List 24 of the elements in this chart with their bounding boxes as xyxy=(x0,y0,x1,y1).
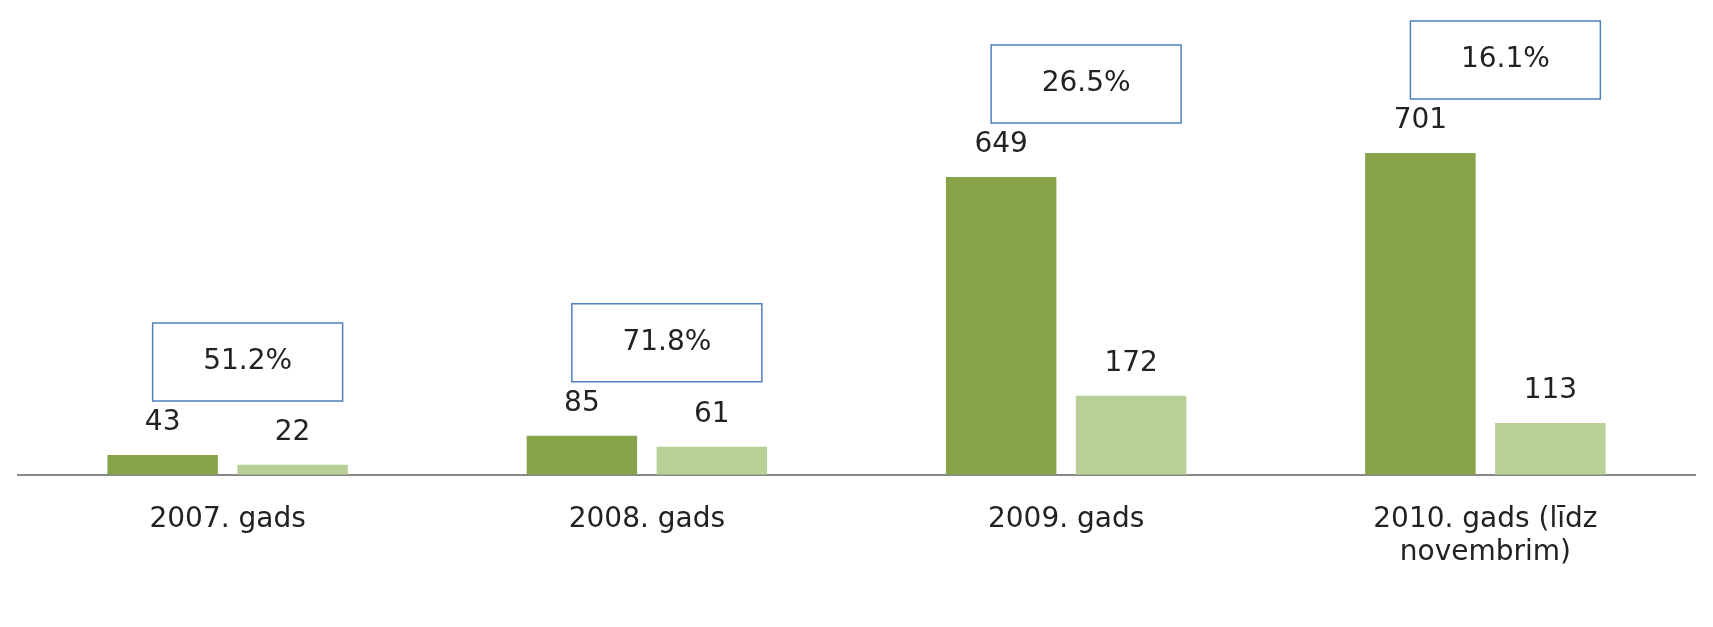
data-label: 701 xyxy=(1393,102,1448,136)
bar xyxy=(656,446,768,475)
data-label: 113 xyxy=(1523,372,1578,406)
data-label: 649 xyxy=(974,126,1028,160)
bar xyxy=(945,176,1057,475)
data-label: 43 xyxy=(144,404,181,438)
text: 16.1% xyxy=(1460,41,1550,75)
bar xyxy=(107,455,218,475)
data-label: 61 xyxy=(694,396,730,430)
bar xyxy=(237,464,348,475)
bar xyxy=(526,435,638,475)
text: 26.5% xyxy=(1041,65,1131,99)
data-label: 172 xyxy=(1104,345,1158,379)
bar xyxy=(1075,395,1187,475)
x-tick-label: 2010. gads (līdz novembrim) xyxy=(1373,500,1598,568)
x-tick-label: 2008. gads xyxy=(568,500,726,534)
bar xyxy=(1365,153,1476,475)
annotation: 51.2% xyxy=(203,343,293,377)
data-label: 22 xyxy=(274,413,311,447)
x-tick-label: 2009. gads xyxy=(987,500,1145,534)
x-tick-label: 2007. gads xyxy=(149,500,306,534)
annotation: 71.8% xyxy=(622,324,712,358)
data-label: 85 xyxy=(564,385,600,419)
bar xyxy=(1495,422,1606,475)
